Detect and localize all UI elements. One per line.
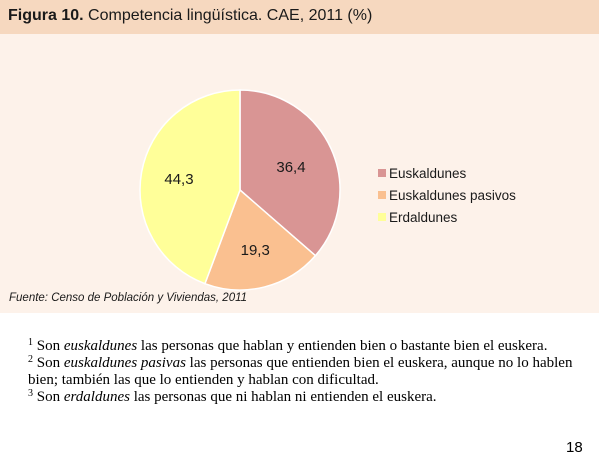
figure-label: Figura 10. — [8, 7, 84, 24]
pie-label-erdaldunes: 44,3 — [164, 171, 193, 188]
footnote-2: 2 Son euskaldunes pasivas las personas q… — [28, 355, 588, 389]
footnote-text: las personas que entienden bien el euske… — [28, 355, 573, 388]
figure-title: Figura 10. Competencia lingüística. CAE,… — [8, 7, 372, 25]
pie-label-euskaldunes: 36,4 — [276, 159, 305, 176]
legend-swatch-euskaldunes — [378, 169, 386, 177]
footnote-term: erdaldunes — [63, 389, 130, 405]
pie-slice-euskaldunes — [239, 89, 341, 257]
footnote-text: las personas que hablan y entienden bien… — [137, 338, 548, 354]
footnote-text: Son — [36, 338, 64, 354]
footnote-number: 1 — [28, 337, 33, 348]
legend-label-euskaldunes: Euskaldunes — [389, 165, 467, 181]
footnote-1: 1 Son euskaldunes las personas que habla… — [28, 338, 588, 355]
legend-label-euskaldunes-pasivos: Euskaldunes pasivos — [389, 187, 516, 203]
chart-panel: 36,4 19,3 44,3 Euskaldunes Euskaldunes pas… — [0, 34, 599, 313]
footnotes: 1 Son euskaldunes las personas que habla… — [28, 338, 588, 406]
legend-item-euskaldunes: Euskaldunes — [378, 162, 516, 184]
footnote-text: Son — [36, 389, 64, 405]
footnote-number: 2 — [28, 354, 33, 365]
footnote-term: euskaldunes pasivas — [63, 355, 186, 371]
legend-item-erdaldunes: Erdaldunes — [378, 206, 516, 228]
figure-header: Figura 10. Competencia lingüística. CAE,… — [0, 0, 599, 34]
pie-chart: 36,4 19,3 44,3 — [139, 89, 341, 291]
footnote-text: las personas que ni hablan ni entienden … — [129, 389, 437, 405]
footnote-number: 3 — [28, 388, 33, 399]
legend-label-erdaldunes: Erdaldunes — [389, 209, 458, 225]
chart-source: Fuente: Censo de Población y Viviendas, … — [9, 292, 248, 304]
footnote-3: 3 Son erdaldunes las personas que ni hab… — [28, 389, 588, 406]
legend-swatch-euskaldunes-pasivos — [378, 191, 386, 199]
chart-legend: Euskaldunes Euskaldunes pasivos Erdaldun… — [378, 162, 516, 228]
footnote-term: euskaldunes — [63, 338, 138, 354]
pie-label-euskaldunes-pasivos: 19,3 — [241, 242, 270, 259]
page-number: 18 — [566, 439, 583, 456]
pie-slice-erdaldunes — [139, 89, 241, 285]
pie-slice-euskaldunes-pasivos — [203, 188, 317, 291]
footnote-text: Son — [36, 355, 64, 371]
legend-swatch-erdaldunes — [378, 213, 386, 221]
legend-item-euskaldunes-pasivos: Euskaldunes pasivos — [378, 184, 516, 206]
figure-title-text: Competencia lingüística. CAE, 2011 (%) — [88, 7, 373, 24]
